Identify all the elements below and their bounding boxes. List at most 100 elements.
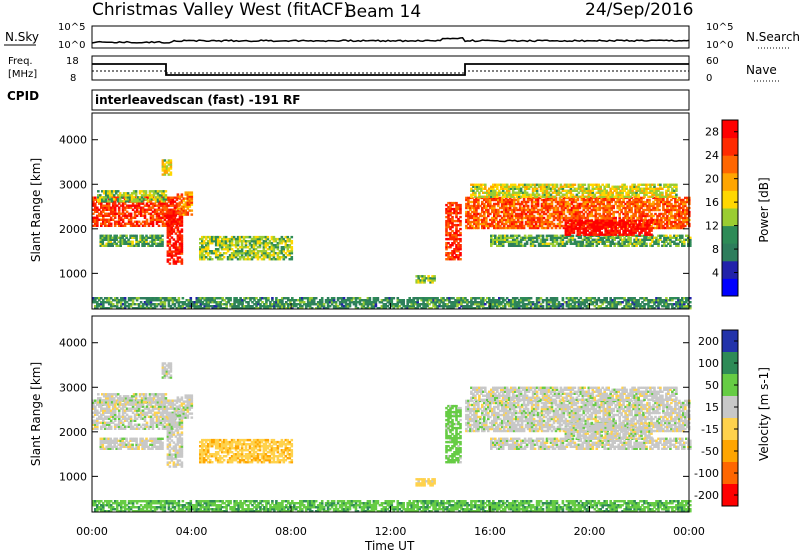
power-cell (308, 301, 312, 304)
power-cell (170, 210, 174, 213)
power-cell (590, 214, 594, 218)
power-cell (396, 303, 400, 306)
power-cell (180, 220, 184, 223)
power-cell (568, 227, 572, 230)
power-cell (577, 183, 581, 186)
power-cell (207, 303, 210, 306)
power-cell (121, 218, 125, 221)
power-cell (639, 183, 642, 186)
power-cell (224, 246, 228, 249)
power-cell (582, 231, 586, 234)
power-cell (602, 198, 605, 202)
power-cell (673, 195, 676, 198)
power-cell (644, 221, 647, 224)
power-cell (169, 198, 173, 201)
power-cell (592, 221, 596, 224)
power-cell (683, 242, 686, 245)
power-cell (116, 190, 120, 193)
power-cell (495, 224, 498, 228)
power-cell (587, 238, 591, 241)
power-cell (542, 212, 546, 216)
power-cell (144, 198, 148, 201)
power-cell (648, 210, 651, 214)
power-cell (423, 277, 426, 280)
power-cell (135, 242, 138, 245)
power-cell (340, 305, 344, 308)
power-cell (645, 242, 648, 245)
power-cell (447, 237, 450, 241)
power-cell (119, 305, 123, 308)
power-cell (518, 208, 522, 212)
power-cell (269, 301, 272, 304)
power-cell (626, 200, 629, 204)
power-cell (473, 212, 476, 216)
power-cell (360, 305, 364, 308)
power-cell (172, 244, 176, 247)
power-cell (597, 189, 601, 192)
power-cell (514, 226, 518, 230)
power-cell (211, 307, 214, 310)
beam-label: Beam 14 (345, 2, 421, 22)
power-cell (310, 307, 314, 310)
power-cell (113, 220, 117, 223)
power-cell (522, 226, 526, 230)
power-cell (330, 301, 334, 304)
power-cell (506, 220, 510, 224)
power-cell (121, 224, 125, 227)
power-cell (689, 242, 692, 245)
power-cell (211, 301, 214, 304)
power-cell (529, 234, 533, 237)
power-cell (128, 196, 132, 199)
power-cell (511, 240, 515, 243)
power-cell (680, 224, 683, 228)
power-cell (590, 210, 594, 214)
power-cell (641, 240, 644, 243)
power-cell (465, 214, 468, 218)
power-cell (674, 222, 677, 226)
power-cell (100, 206, 103, 209)
power-cell (561, 242, 565, 245)
power-cell (178, 203, 182, 206)
power-cell (560, 208, 564, 212)
power-cell (532, 218, 536, 222)
power-cell (151, 214, 155, 217)
power-cell (672, 214, 675, 218)
power-cell (431, 281, 434, 284)
power-cell (640, 219, 643, 222)
power-cell (566, 219, 570, 222)
power-cell (591, 187, 595, 190)
power-cell (590, 233, 594, 236)
power-cell (234, 250, 238, 253)
power-cell (559, 242, 563, 245)
power-cell (622, 198, 625, 202)
power-cell (602, 226, 605, 230)
power-cell (555, 240, 559, 243)
power-cell (599, 195, 602, 198)
power-cell (570, 219, 574, 222)
power-cell (396, 307, 400, 310)
power-cell (634, 204, 637, 208)
power-cell (475, 204, 478, 208)
power-cell (234, 246, 238, 249)
power-cell (589, 183, 593, 186)
power-cell (633, 240, 636, 243)
power-cell (506, 224, 510, 228)
power-cell (675, 242, 678, 245)
power-cell (622, 200, 625, 204)
power-cell (502, 210, 506, 214)
power-cell (445, 215, 448, 219)
power-cell (592, 223, 596, 226)
power-cell (588, 214, 592, 218)
power-cell (551, 183, 555, 186)
power-cell (189, 305, 193, 308)
power-cell (583, 183, 587, 186)
power-cell (665, 244, 668, 247)
power-cell (465, 210, 468, 214)
power-cell (308, 299, 312, 302)
power-cell (232, 252, 236, 255)
power-cell (256, 258, 260, 261)
power-cell (522, 208, 526, 212)
power-cell (500, 220, 504, 224)
power-cell (134, 200, 138, 203)
power-cell (516, 214, 520, 218)
